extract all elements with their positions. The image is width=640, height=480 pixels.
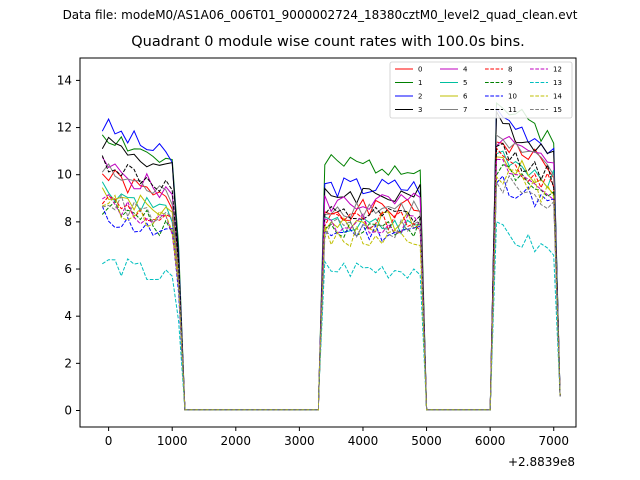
y-axis: 0 2 4 6 8 10 12 14 — [57, 73, 80, 417]
x-tick-label: 2000 — [221, 434, 252, 448]
legend-label-8: 8 — [508, 66, 512, 74]
y-tick-label: 12 — [57, 121, 72, 135]
y-tick-label: 14 — [57, 73, 72, 87]
x-tick-label: 0 — [105, 434, 113, 448]
figure-suptitle: Data file: modeM0/AS1A06_006T01_90000027… — [62, 8, 578, 22]
legend-label-4: 4 — [463, 66, 468, 74]
x-tick-label: 3000 — [284, 434, 315, 448]
x-tick-label: 1000 — [157, 434, 188, 448]
legend-label-6: 6 — [463, 93, 468, 101]
y-tick-label: 0 — [64, 403, 72, 417]
x-offset-label: +2.8839e8 — [508, 455, 575, 469]
legend-box — [389, 61, 573, 119]
legend-label-9: 9 — [508, 79, 512, 87]
legend-label-15: 15 — [553, 106, 562, 114]
legend-label-11: 11 — [508, 106, 517, 114]
series-line-11 — [101, 142, 561, 411]
x-tick-label: 5000 — [411, 434, 442, 448]
legend-label-2: 2 — [418, 93, 422, 101]
legend-label-12: 12 — [553, 66, 562, 74]
chart-title: Quadrant 0 module wise count rates with … — [131, 34, 525, 50]
legend-label-0: 0 — [418, 66, 422, 74]
y-tick-label: 4 — [64, 309, 72, 323]
x-tick-label: 4000 — [348, 434, 379, 448]
legend-label-7: 7 — [463, 106, 467, 114]
legend-label-5: 5 — [463, 79, 467, 87]
legend-label-10: 10 — [508, 93, 517, 101]
legend-label-14: 14 — [553, 93, 562, 101]
y-tick-label: 10 — [57, 168, 72, 182]
y-tick-label: 8 — [64, 215, 72, 229]
series-lines-group — [101, 101, 561, 411]
series-line-15 — [102, 174, 561, 411]
y-tick-label: 2 — [64, 356, 72, 370]
x-tick-label: 6000 — [475, 434, 506, 448]
y-tick-label: 6 — [64, 262, 72, 276]
x-tick-label: 7000 — [538, 434, 569, 448]
legend-label-3: 3 — [418, 106, 422, 114]
legend-label-1: 1 — [418, 79, 422, 87]
legend-label-13: 13 — [553, 79, 562, 87]
plot-frame — [79, 57, 577, 428]
x-axis: 0 1000 2000 3000 4000 5000 6000 7000 — [105, 427, 569, 448]
